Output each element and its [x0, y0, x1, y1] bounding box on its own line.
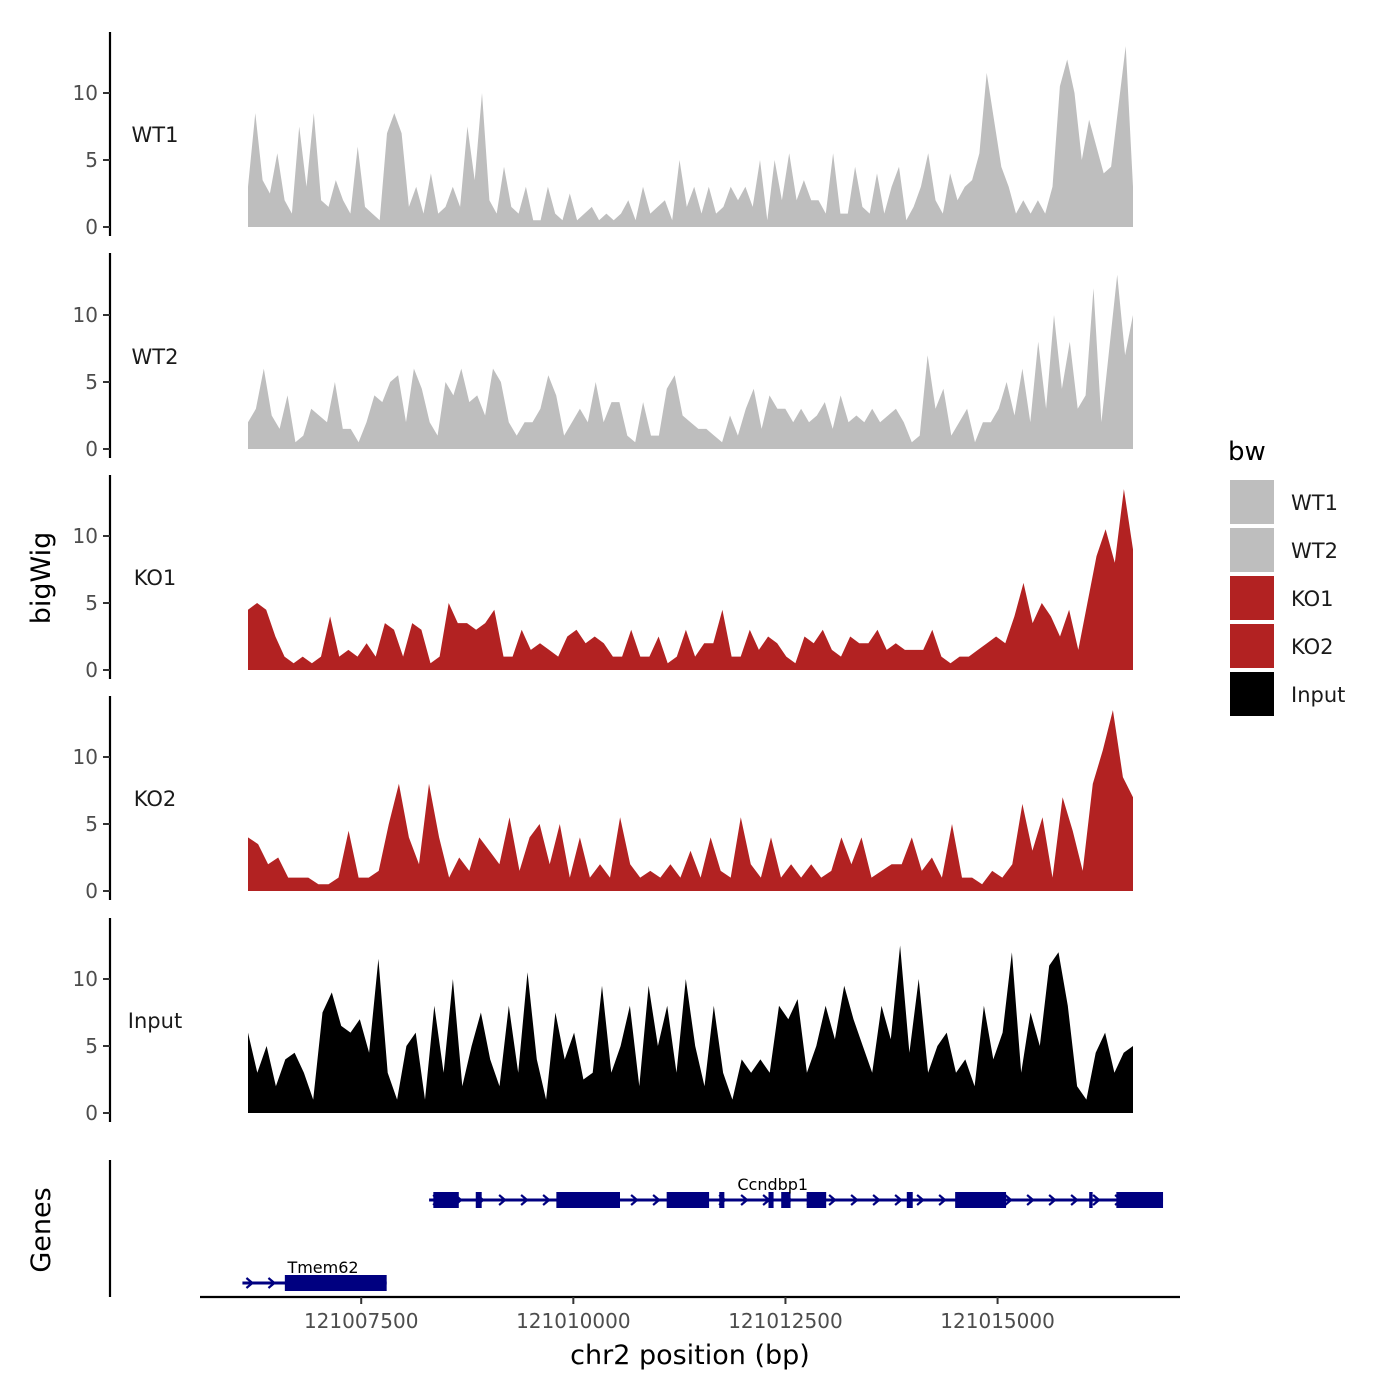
- y-tick-label: 5: [85, 812, 98, 836]
- track-wt1: 0 5 10 WT1: [73, 32, 1133, 239]
- strand-arrow: [828, 1194, 837, 1206]
- gene-ccndbp1: Ccndbp1: [429, 1175, 1164, 1208]
- legend-swatch: [1230, 528, 1274, 572]
- y-tick-label: 0: [85, 658, 98, 682]
- gene-exon: [806, 1192, 827, 1208]
- strand-arrow: [652, 1194, 661, 1206]
- gene-tmem62: Tmem62: [242, 1258, 387, 1291]
- gene-exon: [475, 1192, 482, 1208]
- y-tick-label: 10: [73, 524, 98, 548]
- legend-swatch: [1230, 576, 1274, 620]
- x-axis-title: chr2 position (bp): [570, 1340, 810, 1371]
- gene-exon: [719, 1192, 725, 1208]
- y-tick-label: 10: [73, 81, 98, 105]
- strand-arrow: [872, 1194, 881, 1206]
- gene-name-label: Tmem62: [286, 1258, 358, 1277]
- y-tick-label: 5: [85, 370, 98, 394]
- x-tick-label: 121010000: [516, 1309, 631, 1333]
- y-tick-label: 0: [85, 1101, 98, 1125]
- area-ko1: [248, 489, 1133, 670]
- track-ko2: 0 5 10 KO2: [73, 696, 1133, 903]
- legend-swatch: [1230, 480, 1274, 524]
- strand-arrow: [740, 1194, 749, 1206]
- coverage-tracks: 0 5 10 WT1 0 5 10 WT2 0 5 10 KO1 0 5 10 KO2 0 5 10 Input: [73, 32, 1133, 1125]
- genes-axis-title: Genes: [26, 1187, 57, 1272]
- track-input: 0 5 10 Input: [73, 918, 1133, 1125]
- y-tick-label: 10: [73, 967, 98, 991]
- legend-item-wt1: WT1: [1230, 480, 1338, 524]
- strand-arrow: [520, 1194, 529, 1206]
- strand-arrow: [1026, 1194, 1035, 1206]
- strand-arrow: [938, 1194, 947, 1206]
- legend-label: KO2: [1291, 635, 1334, 659]
- strand-arrow: [894, 1194, 903, 1206]
- y-tick-label: 5: [85, 1034, 98, 1058]
- area-wt2: [248, 274, 1133, 449]
- gene-exon: [666, 1192, 710, 1208]
- legend-item-wt2: WT2: [1230, 528, 1338, 572]
- strand-arrow: [267, 1277, 277, 1289]
- strand-arrow: [245, 1277, 255, 1289]
- strand-arrow: [1048, 1194, 1057, 1206]
- legend-label: KO1: [1291, 587, 1334, 611]
- gene-exon: [781, 1192, 791, 1208]
- track-label: Input: [128, 1009, 182, 1033]
- gene-exon: [284, 1275, 387, 1291]
- y-tick-label: 0: [85, 879, 98, 903]
- gene-exon: [768, 1192, 774, 1208]
- legend-label: WT1: [1291, 491, 1338, 515]
- track-label: KO2: [134, 787, 177, 811]
- legend-label: Input: [1291, 683, 1345, 707]
- area-wt1: [248, 46, 1133, 227]
- legend-item-ko1: KO1: [1230, 576, 1334, 620]
- legend: WT1 WT2 KO1 KO2 Input: [1230, 480, 1345, 716]
- y-tick-label: 10: [73, 745, 98, 769]
- gene-exon: [556, 1192, 620, 1208]
- x-axis: 121007500 121010000 121012500 121015000: [200, 1295, 1180, 1333]
- y-tick-label: 5: [85, 148, 98, 172]
- y-tick-label: 0: [85, 215, 98, 239]
- gene-exon: [1116, 1192, 1164, 1208]
- legend-swatch: [1230, 624, 1274, 668]
- strand-arrow: [1070, 1194, 1079, 1206]
- track-wt2: 0 5 10 WT2: [73, 253, 1133, 461]
- strand-arrow: [542, 1194, 551, 1206]
- track-label: KO1: [134, 566, 177, 590]
- gene-exon: [906, 1192, 913, 1208]
- y-axis-title: bigWig: [26, 532, 57, 625]
- area-input: [248, 945, 1133, 1113]
- strand-arrow: [916, 1194, 925, 1206]
- legend-swatch: [1230, 672, 1274, 716]
- strand-arrow: [630, 1194, 639, 1206]
- track-ko1: 0 5 10 KO1: [73, 475, 1133, 682]
- legend-item-input: Input: [1230, 672, 1345, 716]
- x-tick-label: 121015000: [940, 1309, 1055, 1333]
- strand-arrow: [1092, 1194, 1101, 1206]
- y-tick-label: 5: [85, 591, 98, 615]
- strand-arrow: [850, 1194, 859, 1206]
- strand-arrow: [1004, 1194, 1013, 1206]
- genes-panel: Tmem62 Ccndbp1: [108, 1160, 1164, 1297]
- y-tick-label: 0: [85, 437, 98, 461]
- gene-exon: [433, 1192, 459, 1208]
- track-label: WT1: [132, 123, 179, 147]
- x-tick-label: 121007500: [304, 1309, 419, 1333]
- gene-name-label: Ccndbp1: [737, 1175, 808, 1194]
- legend-label: WT2: [1291, 539, 1338, 563]
- strand-arrow: [498, 1194, 507, 1206]
- x-tick-label: 121012500: [728, 1309, 843, 1333]
- area-ko2: [248, 710, 1133, 891]
- gene-exon: [955, 1192, 1007, 1208]
- legend-item-ko2: KO2: [1230, 624, 1334, 668]
- track-label: WT2: [132, 345, 179, 369]
- legend-title: bw: [1228, 437, 1266, 467]
- y-tick-label: 10: [73, 303, 98, 327]
- gene-exon: [1089, 1192, 1093, 1208]
